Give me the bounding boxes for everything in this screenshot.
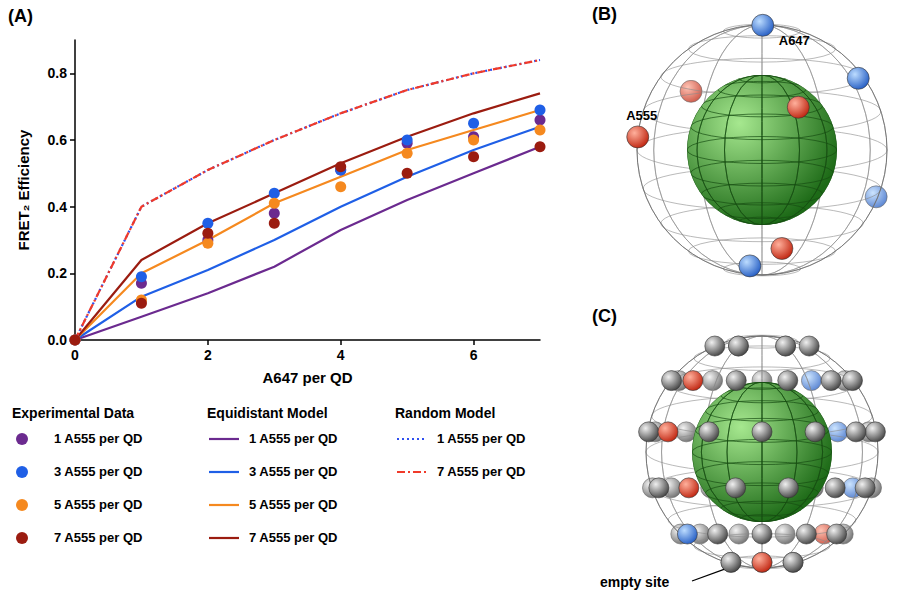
svg-text:0.2: 0.2 <box>48 265 68 281</box>
svg-text:0.4: 0.4 <box>48 199 68 215</box>
html-text:3 A555 per QD: 3 A555 per QD <box>54 464 143 479</box>
svg-text:(B): (B) <box>592 4 617 24</box>
svg-text:2: 2 <box>204 347 212 363</box>
html-text:1 A555 per QD: 1 A555 per QD <box>54 431 143 446</box>
html-text:Equidistant Model: Equidistant Model <box>207 405 328 421</box>
svg-text:0: 0 <box>71 347 79 363</box>
svg-text:A555: A555 <box>626 108 657 123</box>
svg-text:6: 6 <box>470 347 478 363</box>
html-text:1 A555 per QD: 1 A555 per QD <box>437 431 526 446</box>
html-text:Random Model: Random Model <box>395 405 496 421</box>
svg-text:(C): (C) <box>592 306 617 326</box>
html-text:(A): (A) <box>8 6 33 26</box>
svg-text:FRET₂ Efficiency: FRET₂ Efficiency <box>15 129 32 251</box>
svg-text:0.0: 0.0 <box>48 332 68 348</box>
svg-text:A647: A647 <box>779 33 810 48</box>
svg-text:0.8: 0.8 <box>48 65 68 81</box>
html-text:Experimental Data: Experimental Data <box>12 405 135 421</box>
html-text:5 A555 per QD: 5 A555 per QD <box>54 497 143 512</box>
svg-text:4: 4 <box>337 347 345 363</box>
html-text:7 A555 per QD: 7 A555 per QD <box>54 530 143 545</box>
html-text:3 A555 per QD: 3 A555 per QD <box>249 464 338 479</box>
svg-text:empty site: empty site <box>600 574 669 590</box>
svg-text:A647 per QD: A647 per QD <box>262 369 352 386</box>
html-text:1 A555 per QD: 1 A555 per QD <box>249 431 338 446</box>
html-text:5 A555 per QD: 5 A555 per QD <box>249 497 338 512</box>
html-text:7 A555 per QD: 7 A555 per QD <box>437 464 526 479</box>
svg-text:0.6: 0.6 <box>48 132 68 148</box>
html-text:7 A555 per QD: 7 A555 per QD <box>249 530 338 545</box>
